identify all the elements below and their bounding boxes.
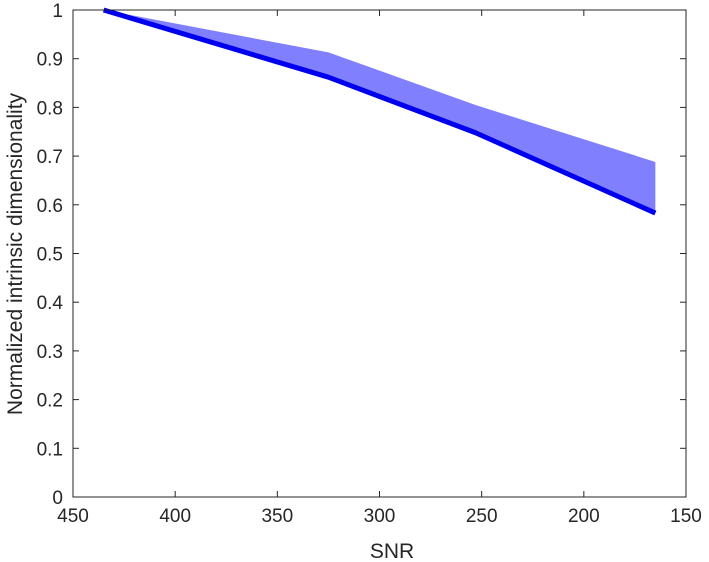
- y-axis-label: Normalized intrinsic dimensionality: [4, 92, 27, 415]
- y-tick-label: 0.4: [37, 293, 64, 314]
- x-tick-label: 400: [159, 506, 191, 527]
- y-tick-label: 0.3: [37, 342, 63, 363]
- axes: [72, 9, 687, 498]
- y-tick-label: 0.7: [37, 147, 63, 168]
- y-tick-label: 0.6: [37, 196, 63, 217]
- series-line: [102, 7, 657, 216]
- y-tick-label: 0.8: [37, 98, 63, 119]
- x-axis-label: SNR: [370, 540, 414, 562]
- series-band-area: [103, 10, 656, 214]
- x-tick-label: 250: [466, 506, 498, 527]
- x-tick-label: 350: [261, 506, 293, 527]
- x-tick-label: 150: [670, 506, 702, 527]
- y-tick-label: 1: [52, 1, 63, 22]
- y-tick-label: 0.9: [37, 50, 63, 71]
- tick-labels: 450 400 350 300 250 200 150 0 0.1 0.2 0.3 0.4 0.5 0.6…: [37, 1, 702, 527]
- x-tick-label: 300: [364, 506, 396, 527]
- x-tick-label: 200: [568, 506, 600, 527]
- y-tick-label: 0.2: [37, 391, 63, 412]
- y-tick-label: 0: [52, 488, 63, 509]
- x-tick-label: 450: [57, 506, 89, 527]
- y-tick-label: 0.5: [37, 245, 63, 266]
- y-tick-label: 0.1: [37, 439, 63, 460]
- plot-area: [102, 7, 657, 216]
